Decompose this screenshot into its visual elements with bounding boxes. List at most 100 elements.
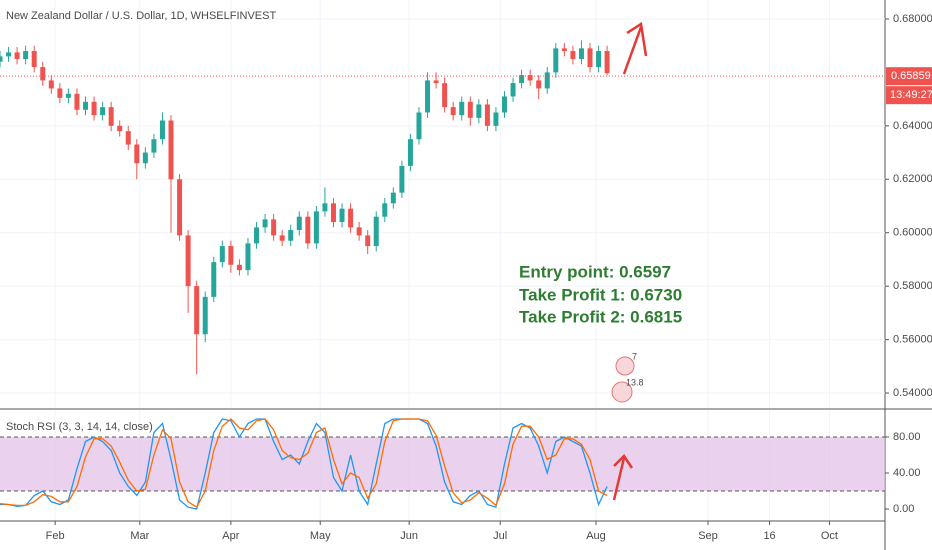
- y-tick-label: 40.00: [893, 467, 921, 479]
- x-tick-label: 16: [763, 530, 775, 542]
- candle-body: [442, 83, 448, 108]
- annotation: Entry point: 0.6597: [519, 262, 671, 281]
- candle-body: [544, 72, 550, 89]
- candle-body: [390, 192, 396, 204]
- candle-body: [271, 219, 277, 236]
- last-price-label: 0.65859: [891, 70, 931, 82]
- y-tick-label: 0.56000: [893, 334, 932, 346]
- candle-body: [48, 80, 54, 89]
- candle-body: [0, 56, 3, 62]
- candle-body: [31, 51, 37, 68]
- candle-body: [536, 80, 542, 89]
- y-tick-label: 0.58000: [893, 280, 932, 292]
- candle-body: [322, 203, 328, 212]
- last-price-box: [886, 67, 932, 86]
- x-tick-label: Jun: [400, 530, 418, 542]
- candle-body: [459, 101, 465, 116]
- arrow-head: [626, 21, 648, 57]
- candle-body: [100, 107, 106, 116]
- candle-body: [108, 107, 114, 126]
- x-tick-label: Sep: [698, 530, 718, 542]
- y-tick-label: 0.00: [893, 503, 914, 515]
- candle-body: [561, 48, 567, 52]
- event-icon: [615, 356, 635, 376]
- candle-body: [279, 235, 285, 241]
- candle-body: [510, 83, 516, 97]
- candle-body: [382, 203, 388, 217]
- band-fill: [0, 437, 885, 492]
- arrow: [612, 457, 626, 501]
- event-label: 13.8: [626, 377, 644, 387]
- event-icons: 7 13.8: [611, 351, 644, 403]
- candle-body: [40, 67, 46, 81]
- candle-body: [168, 120, 174, 180]
- candle-body: [339, 208, 345, 223]
- y-tick-label: 0.54000: [893, 387, 932, 399]
- candle-body: [493, 112, 499, 126]
- candle-body: [425, 80, 431, 113]
- candle-body: [159, 120, 165, 140]
- candle-body: [296, 216, 302, 231]
- candle-body: [151, 139, 157, 153]
- candle-body: [125, 131, 131, 145]
- candle-body: [14, 52, 20, 60]
- candle-body: [416, 112, 422, 140]
- candle-body: [570, 51, 576, 60]
- candle-body: [23, 51, 29, 60]
- candle-body: [211, 262, 217, 297]
- y-tick-label: 0.60000: [893, 227, 932, 239]
- y-tick-label: 0.68000: [893, 13, 932, 25]
- arrow-head: [613, 454, 634, 469]
- countdown-label: 13:49:27: [890, 89, 932, 101]
- candle-body: [587, 48, 593, 68]
- candle-body: [185, 235, 191, 287]
- candle-body: [142, 152, 148, 164]
- candle-body: [305, 216, 311, 244]
- x-tick-label: Feb: [46, 530, 65, 542]
- candle-body: [596, 51, 602, 68]
- candle-body: [177, 179, 183, 236]
- candle-body: [433, 80, 439, 84]
- candle-body: [254, 227, 260, 244]
- arrows: [612, 21, 648, 501]
- candle-body: [365, 235, 371, 247]
- annotation: Take Profit 1: 0.6730: [519, 285, 682, 304]
- candle-body: [399, 165, 405, 193]
- candle-body: [219, 246, 225, 263]
- candle-body: [484, 104, 490, 126]
- y-tick-label: 0.64000: [893, 120, 932, 132]
- x-tick-label: Oct: [821, 530, 838, 542]
- candle-body: [74, 93, 80, 110]
- candle-body: [373, 216, 379, 247]
- candle-body: [6, 52, 12, 57]
- candle-body: [57, 88, 63, 98]
- candle-body: [262, 219, 268, 228]
- candle-body: [313, 211, 319, 244]
- marks: [0, 40, 610, 510]
- candle-body: [83, 101, 89, 110]
- candle-body: [330, 203, 336, 223]
- indicator-line: [0, 418, 608, 510]
- x-tick-label: Aug: [586, 530, 606, 542]
- x-tick-label: Mar: [130, 530, 149, 542]
- countdown-box: [886, 86, 932, 105]
- candle-body: [194, 286, 200, 335]
- x-tick-label: Apr: [222, 530, 239, 542]
- candle-body: [519, 75, 525, 84]
- candle-body: [501, 96, 507, 113]
- candle-body: [348, 208, 354, 228]
- candle-body: [450, 107, 456, 116]
- y-tick-label: 80.00: [893, 431, 921, 443]
- x-tick-label: Jul: [493, 530, 507, 542]
- candle-body: [553, 48, 559, 73]
- candle-body: [476, 104, 482, 118]
- candle-body: [134, 144, 140, 164]
- candle-body: [202, 296, 208, 335]
- candle-body: [288, 230, 294, 241]
- candle-body: [117, 125, 123, 132]
- annotation: Take Profit 2: 0.6815: [519, 307, 682, 326]
- x-tick-label: May: [310, 530, 331, 542]
- grid: [0, 0, 885, 520]
- candle-body: [467, 101, 473, 118]
